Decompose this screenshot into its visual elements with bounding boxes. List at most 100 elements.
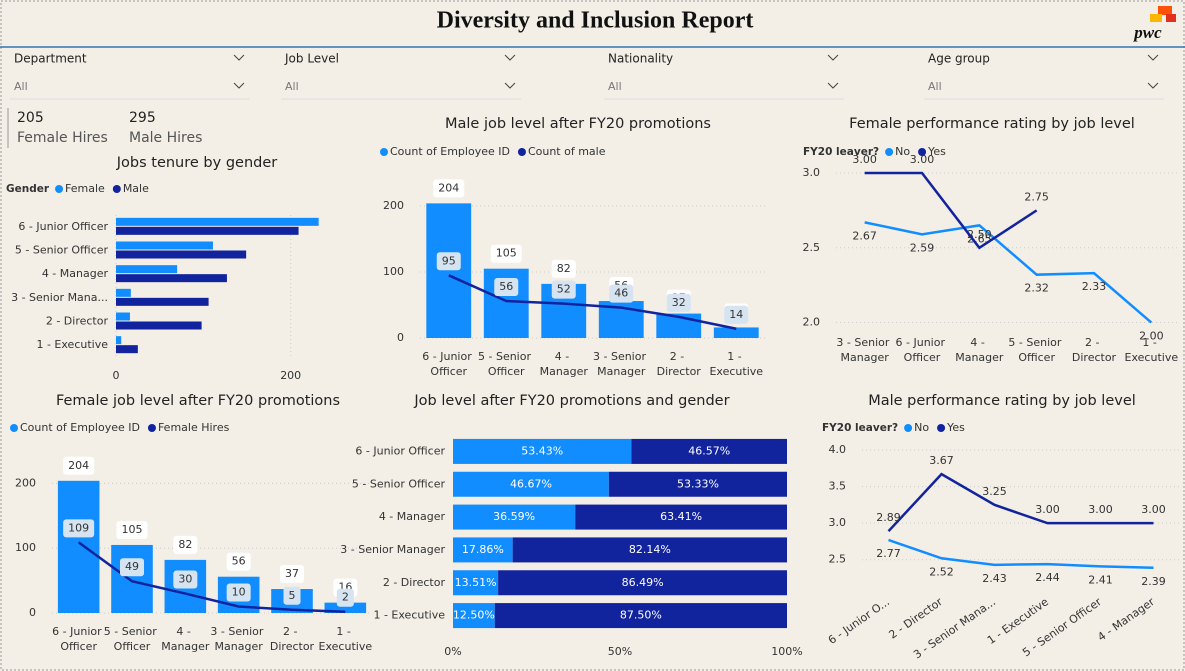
label-line: Manager [597, 365, 646, 378]
y-tick-label: 0 [397, 331, 404, 344]
data-label: 2.59 [910, 241, 935, 254]
y-tick-label: 3.0 [803, 166, 821, 179]
y-tick-label: 4.0 [829, 443, 847, 456]
line-label: 95 [442, 254, 456, 267]
y-tick-label: 2.0 [803, 316, 821, 329]
y-tick-label: 3 - Senior Mana... [11, 291, 108, 304]
bar-segment [512, 537, 787, 563]
label-line: Executive [709, 365, 763, 378]
bar-label: 82 [178, 538, 192, 551]
legend-label: Male [123, 182, 149, 195]
filter-dropdown[interactable]: All [10, 80, 250, 100]
card-label: Male Hires [129, 130, 202, 146]
label-line: 4 - [176, 625, 194, 638]
label-line: Officer [114, 640, 151, 653]
x-tick-label: 5 - Senior Officer [104, 625, 161, 653]
card-value: 205 [17, 110, 44, 126]
label-line: 3 - Senior [593, 350, 650, 363]
filter-value: All [14, 80, 28, 93]
label-line: Manager [841, 351, 890, 364]
legend-swatch [517, 148, 526, 156]
legend-swatch [904, 424, 913, 432]
chevron [1147, 54, 1159, 61]
y-tick-label: 3.5 [829, 480, 847, 493]
data-label: 63.41% [660, 510, 702, 523]
legend-swatch [10, 424, 18, 432]
label-line: 5 - Senior [1008, 336, 1065, 349]
data-label: 2.43 [982, 572, 1007, 585]
data-label: 2.33 [1082, 280, 1107, 293]
y-tick-label: 6 - Junior Officer [355, 444, 445, 457]
y-tick-label: 5 - Senior Officer [15, 244, 109, 257]
line [888, 538, 1154, 570]
y-tick-label: 200 [15, 476, 36, 489]
legend-label: Count of male [528, 145, 606, 158]
x-tick-label: 2 - Director [1072, 336, 1117, 364]
bar [116, 345, 138, 354]
label-bg [63, 456, 95, 475]
label-bg [666, 293, 691, 312]
label-bg [336, 588, 354, 607]
data-label: 3.25 [982, 485, 1007, 498]
label-bg [283, 586, 301, 605]
y-tick-label: 4 - Manager [379, 510, 446, 523]
data-label: 2.39 [1141, 575, 1166, 588]
line-label: 2 [342, 591, 349, 604]
legend-label: Yes [946, 421, 965, 434]
label-line: Director [270, 640, 315, 653]
bar [116, 217, 319, 226]
bar-label: 105 [496, 247, 517, 260]
chevron [504, 82, 516, 89]
data-label: 53.33% [677, 477, 719, 490]
label-line: Executive [1125, 351, 1179, 364]
data-label: 2.67 [852, 229, 877, 242]
x-tick-label: 4 - Manager [161, 625, 210, 653]
label-bg [63, 519, 95, 538]
chart-title: Job level after FY20 promotions and gend… [413, 393, 729, 409]
bar-segment [494, 603, 787, 629]
x-tick-label: 6 - Junior Officer [422, 350, 475, 378]
filter-dropdown[interactable]: All [281, 80, 521, 100]
label-line: Officer [1018, 351, 1055, 364]
line-label: 56 [499, 280, 513, 293]
label-line: 6 - Junior [896, 336, 949, 349]
bar-segment [608, 471, 787, 497]
line [864, 171, 1038, 250]
bar [116, 226, 299, 235]
data-label: 3.00 [1141, 503, 1166, 516]
y-tick-label: 2 - Director [46, 315, 109, 328]
chart-title: Male job level after FY20 promotions [445, 116, 711, 132]
x-tick-label: 50% [608, 645, 632, 658]
chart-title: Female job level after FY20 promotions [56, 393, 340, 409]
label-line: 3 - Senior [836, 336, 893, 349]
label-line: 4 - [970, 336, 988, 349]
y-tick-label: 100 [15, 541, 36, 554]
data-label: 2.65 [967, 232, 992, 245]
legend-title: FY20 leaver? [822, 422, 898, 434]
bar-segment [453, 570, 499, 596]
legend-swatch [55, 185, 64, 193]
bar-label: 37 [285, 567, 299, 580]
label-line: 6 - Junior [52, 625, 105, 638]
filter-dropdown[interactable]: All [604, 80, 844, 100]
line-label: 32 [672, 296, 686, 309]
x-tick-label: 0 [113, 369, 120, 382]
label-bg [436, 252, 461, 271]
card-label: Female Hires [17, 130, 108, 146]
label-bg [226, 552, 251, 571]
filter-label: Age group [928, 52, 990, 66]
data-label: 53.43% [521, 444, 563, 457]
logo-mark [1166, 14, 1176, 22]
legend-label: Count of Employee ID [20, 421, 140, 434]
data-label: 2.89 [876, 511, 901, 524]
chart-title: Jobs tenure by gender [116, 155, 278, 171]
filter-dropdown[interactable]: All [924, 80, 1164, 100]
data-label: 2.44 [1035, 571, 1060, 584]
bar [116, 288, 131, 297]
chevron [827, 82, 839, 89]
line-label: 5 [289, 589, 296, 602]
bar [116, 321, 202, 330]
label-line: Manager [161, 640, 210, 653]
bar [426, 203, 472, 338]
data-label: 86.49% [622, 576, 664, 589]
